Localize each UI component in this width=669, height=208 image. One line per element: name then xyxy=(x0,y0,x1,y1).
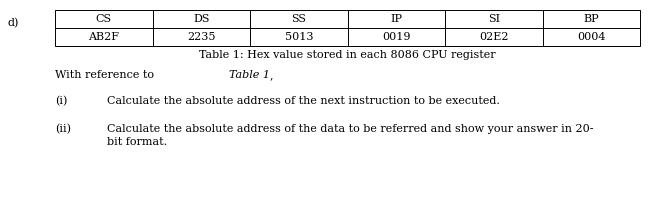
Text: d): d) xyxy=(8,18,19,28)
Text: IP: IP xyxy=(390,14,402,24)
Text: Calculate the absolute address of the next instruction to be executed.: Calculate the absolute address of the ne… xyxy=(107,96,500,106)
Text: SS: SS xyxy=(291,14,306,24)
Text: ,: , xyxy=(270,70,273,80)
Text: 5013: 5013 xyxy=(284,32,313,42)
Text: SI: SI xyxy=(488,14,500,24)
Text: Table 1: Table 1 xyxy=(229,70,270,80)
Bar xyxy=(55,10,640,46)
Text: (ii): (ii) xyxy=(55,124,71,134)
Text: bit format.: bit format. xyxy=(107,137,167,147)
Text: 02E2: 02E2 xyxy=(479,32,508,42)
Text: BP: BP xyxy=(583,14,599,24)
Text: DS: DS xyxy=(193,14,209,24)
Text: (i): (i) xyxy=(55,96,68,106)
Text: 0004: 0004 xyxy=(577,32,605,42)
Text: CS: CS xyxy=(96,14,112,24)
Text: 0019: 0019 xyxy=(382,32,411,42)
Text: AB2F: AB2F xyxy=(88,32,119,42)
Text: 2235: 2235 xyxy=(187,32,215,42)
Text: Calculate the absolute address of the data to be referred and show your answer i: Calculate the absolute address of the da… xyxy=(107,124,593,134)
Text: Table 1: Hex value stored in each 8086 CPU register: Table 1: Hex value stored in each 8086 C… xyxy=(199,50,496,60)
Text: With reference to: With reference to xyxy=(55,70,157,80)
